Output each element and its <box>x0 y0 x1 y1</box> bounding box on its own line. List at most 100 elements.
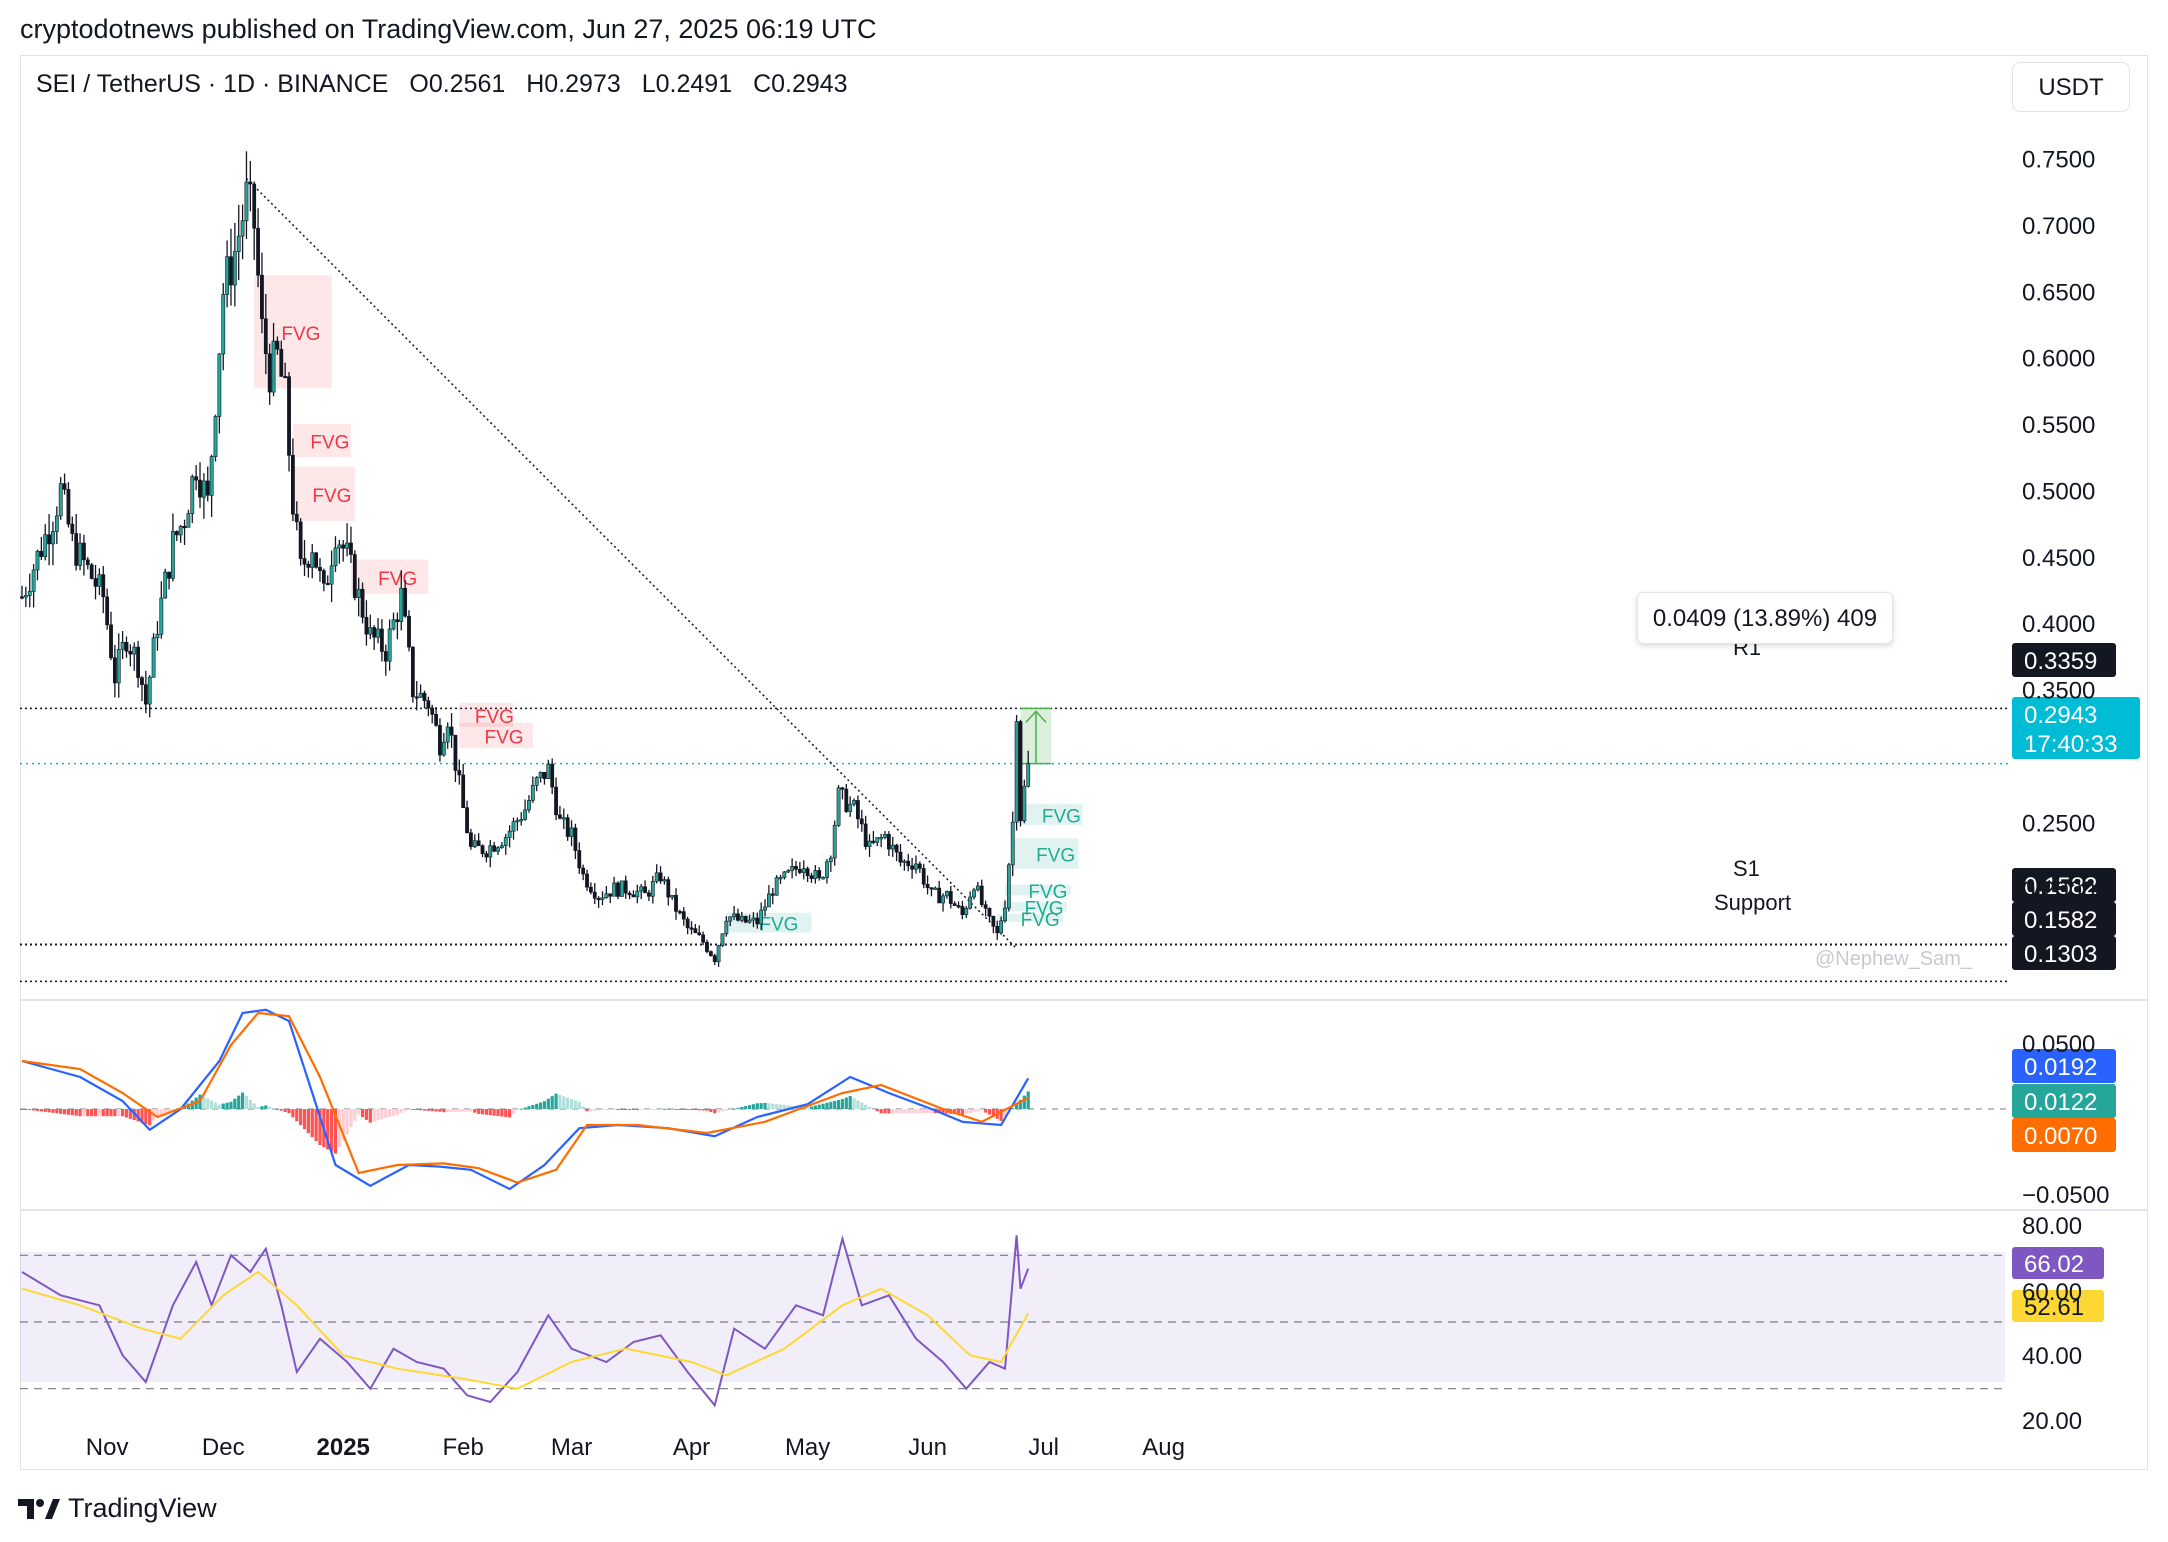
candle-body[interactable] <box>395 619 400 622</box>
candle-body[interactable] <box>422 692 427 701</box>
candle-body[interactable] <box>333 547 338 567</box>
rsi-value-tag[interactable] <box>2012 1247 2104 1279</box>
candle-body[interactable] <box>554 786 558 816</box>
fvg-zone[interactable] <box>726 912 812 933</box>
candle-body[interactable] <box>875 837 880 843</box>
candle-body[interactable] <box>879 837 884 840</box>
candle-body[interactable] <box>813 870 818 879</box>
candle-body[interactable] <box>410 646 415 698</box>
fvg-zone[interactable] <box>1001 902 1067 912</box>
candle-body[interactable] <box>143 684 148 705</box>
candle-body[interactable] <box>716 945 721 963</box>
candle-body[interactable] <box>530 785 535 801</box>
candle-body[interactable] <box>828 857 833 863</box>
candle-body[interactable] <box>767 893 771 908</box>
candle-body[interactable] <box>159 597 164 635</box>
candle-body[interactable] <box>426 700 431 709</box>
candle-body[interactable] <box>283 376 288 379</box>
candle-body[interactable] <box>956 905 961 908</box>
candle-body[interactable] <box>414 696 419 699</box>
candle-body[interactable] <box>763 906 767 911</box>
candle-body[interactable] <box>558 814 562 819</box>
candle-body[interactable] <box>801 868 806 873</box>
candle-body[interactable] <box>89 564 94 579</box>
candle-body[interactable] <box>171 531 175 579</box>
candle-body[interactable] <box>910 865 915 870</box>
candle-body[interactable] <box>515 820 520 823</box>
candle-body[interactable] <box>151 637 156 678</box>
candle-body[interactable] <box>360 588 365 618</box>
candle-body[interactable] <box>287 376 291 456</box>
candle-body[interactable] <box>650 880 655 897</box>
candle-body[interactable] <box>43 534 48 557</box>
candle-body[interactable] <box>739 915 744 921</box>
candle-body[interactable] <box>271 340 276 393</box>
legend-symbol[interactable]: SEI / TetherUS · 1D · BINANCE <box>36 70 389 98</box>
rsi-line[interactable] <box>21 1234 1030 1408</box>
candle-body[interactable] <box>859 818 864 825</box>
candle-body[interactable] <box>20 596 24 599</box>
candle-body[interactable] <box>991 915 996 927</box>
level-price-tag[interactable] <box>2012 697 2140 759</box>
candle-body[interactable] <box>507 830 512 838</box>
candle-body[interactable] <box>639 886 644 892</box>
candle-body[interactable] <box>503 837 508 846</box>
candle-body[interactable] <box>701 934 706 943</box>
candle-body[interactable] <box>418 692 423 698</box>
fvg-zone[interactable] <box>1004 884 1071 896</box>
candle-body[interactable] <box>93 578 98 587</box>
candle-body[interactable] <box>325 583 330 586</box>
candle-body[interactable] <box>140 677 144 685</box>
candle-body[interactable] <box>790 866 795 871</box>
candle-body[interactable] <box>604 893 609 899</box>
candle-body[interactable] <box>178 526 183 536</box>
candle-body[interactable] <box>128 651 133 655</box>
candle-body[interactable] <box>616 882 620 897</box>
candle-body[interactable] <box>565 817 570 837</box>
candle-body[interactable] <box>736 913 740 921</box>
candle-body[interactable] <box>321 570 326 584</box>
candle-body[interactable] <box>647 892 651 897</box>
candle-body[interactable] <box>631 894 636 898</box>
candle-body[interactable] <box>658 872 663 882</box>
candle-body[interactable] <box>225 256 230 295</box>
candle-body[interactable] <box>836 787 841 826</box>
level-price-tag[interactable] <box>2012 936 2116 970</box>
candle-body[interactable] <box>186 513 191 528</box>
candle-body[interactable] <box>654 872 659 882</box>
candle-body[interactable] <box>116 648 121 684</box>
candle-body[interactable] <box>921 868 926 885</box>
candle-body[interactable] <box>27 591 32 596</box>
fvg-zone[interactable] <box>350 559 429 595</box>
candle-body[interactable] <box>430 707 435 715</box>
currency-selector[interactable]: USDT <box>2012 62 2130 112</box>
candle-body[interactable] <box>240 220 245 237</box>
candle-body[interactable] <box>279 348 284 377</box>
candle-body[interactable] <box>341 544 346 549</box>
candle-body[interactable] <box>236 235 241 252</box>
candle-body[interactable] <box>778 877 783 880</box>
macd-line[interactable] <box>21 1008 1030 1191</box>
candle-body[interactable] <box>635 890 640 898</box>
candle-body[interactable] <box>898 851 903 863</box>
candle-body[interactable] <box>627 892 632 896</box>
candle-body[interactable] <box>623 880 628 894</box>
candle-body[interactable] <box>1003 907 1007 922</box>
candle-body[interactable] <box>329 565 334 585</box>
candle-body[interactable] <box>54 515 59 532</box>
fvg-zone[interactable] <box>292 466 355 522</box>
candle-body[interactable] <box>349 542 353 555</box>
candle-body[interactable] <box>310 552 315 568</box>
candle-body[interactable] <box>662 879 667 882</box>
candle-body[interactable] <box>314 552 319 568</box>
candle-body[interactable] <box>488 845 493 858</box>
candle-body[interactable] <box>306 563 311 568</box>
candle-body[interactable] <box>496 847 500 852</box>
candle-body[interactable] <box>964 907 969 916</box>
candle-body[interactable] <box>577 850 582 869</box>
candle-body[interactable] <box>797 869 802 873</box>
candle-body[interactable] <box>78 542 82 566</box>
candle-body[interactable] <box>681 911 686 920</box>
candle-body[interactable] <box>47 534 51 545</box>
candle-body[interactable] <box>449 726 454 736</box>
